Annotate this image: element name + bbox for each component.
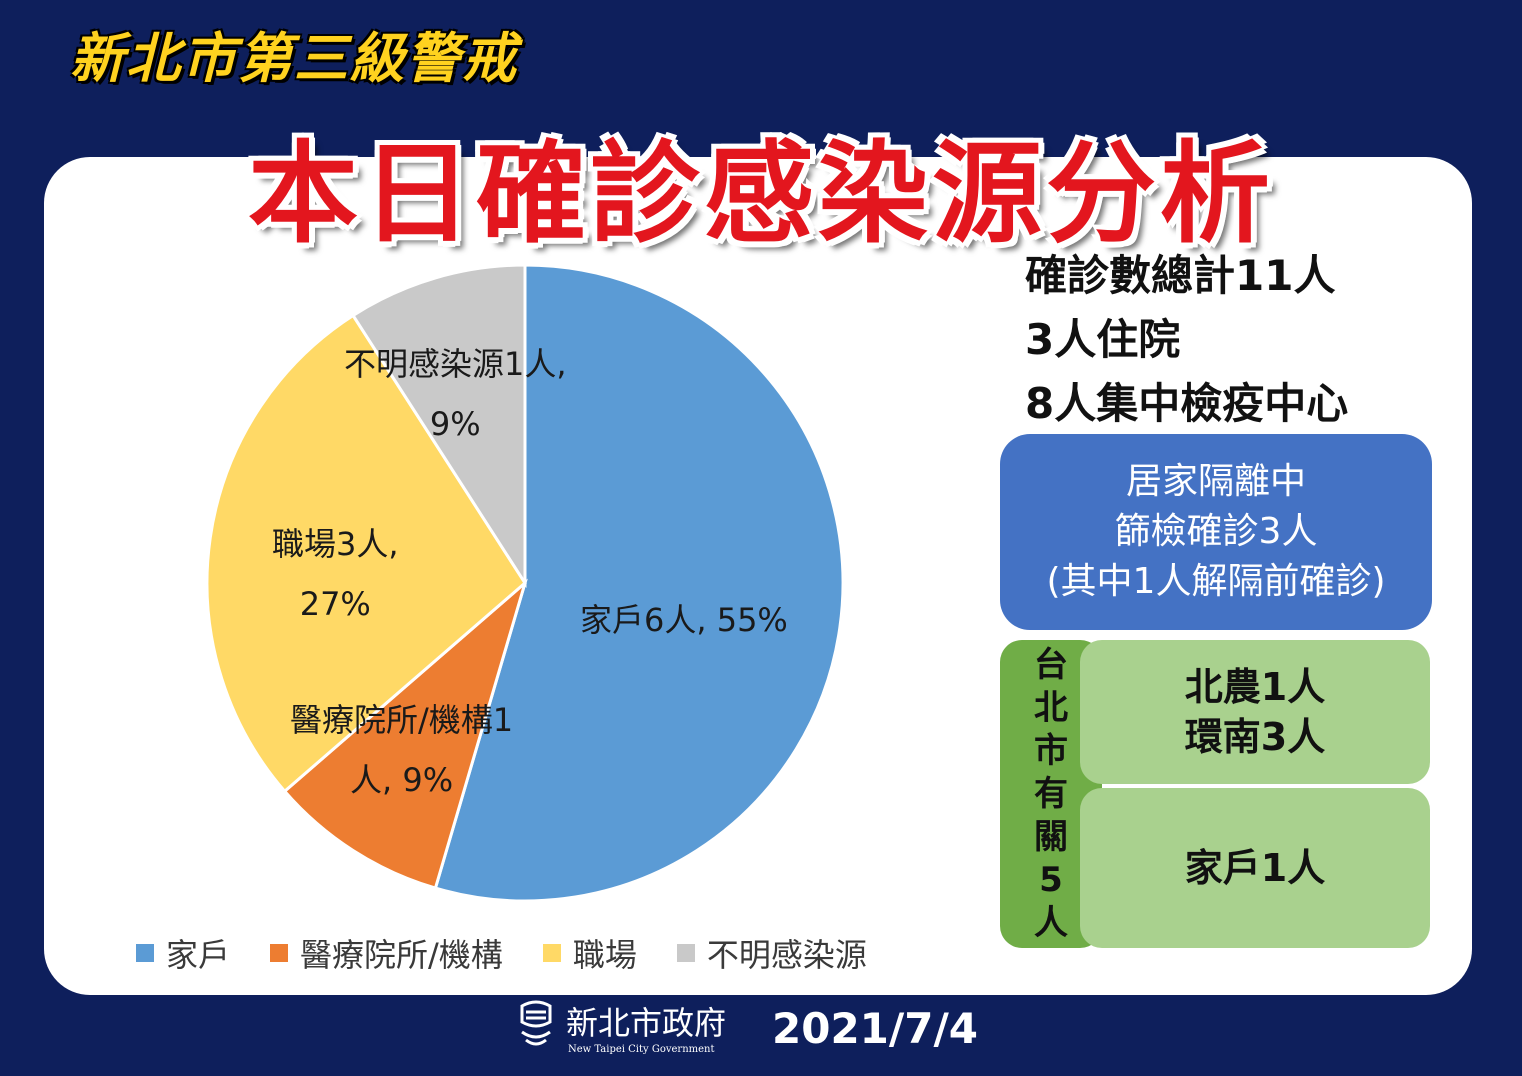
- slice-label-household: 家戶6人, 55%: [580, 590, 788, 650]
- legend-swatch-household: [136, 944, 154, 962]
- slice-label-unknown-line2: 9%: [429, 405, 481, 443]
- home-quarantine-line2: 篩檢確診3人: [1114, 511, 1318, 552]
- home-quarantine-line1: 居家隔離中: [1125, 461, 1306, 502]
- summary-quarantine-center: 8人集中檢疫中心: [1025, 379, 1349, 428]
- legend-item-household: 家戶: [136, 930, 230, 976]
- slice-label-unknown-line1: 不明感染源1人,: [344, 345, 567, 383]
- slice-label-medical-line2: 人, 9%: [350, 761, 454, 799]
- legend-swatch-unknown: [676, 944, 695, 962]
- pie-slice-unknown: [351, 263, 527, 589]
- ntpc-logo: 新北市政府 New Taipei City Government: [520, 1000, 726, 1055]
- legend-swatch-workplace: [542, 944, 561, 962]
- alert-level-tag: 新北市第三級警戒: [70, 27, 518, 90]
- taipei-household-line: 家戶1人: [1184, 846, 1326, 890]
- legend-swatch-medical: [270, 944, 289, 962]
- ntpc-name-en: New Taipei City Government: [568, 1044, 715, 1055]
- slice-label-unknown: 不明感染源1人, 9%: [344, 334, 567, 454]
- pie-slice-medical: [282, 578, 528, 890]
- taipei-market-line1: 北農1人: [1184, 665, 1326, 709]
- home-quarantine-line3: (其中1人解隔前確診): [1046, 561, 1386, 602]
- taipei-market-cell: 北農1人 環南3人: [1080, 640, 1430, 784]
- legend-item-unknown: 不明感染源: [676, 930, 867, 976]
- home-quarantine-box: 居家隔離中 篩檢確診3人 (其中1人解隔前確診): [1000, 434, 1432, 630]
- case-summary: 確診數總計11人 3人住院 8人集中檢疫中心: [1025, 244, 1348, 436]
- legend-item-workplace: 職場: [542, 930, 637, 976]
- slice-label-workplace: 職場3人, 27%: [272, 514, 399, 634]
- slice-label-medical: 醫療院所/機構1 人, 9%: [290, 690, 513, 810]
- legend-label-household: 家戶: [166, 936, 231, 974]
- report-date: 2021/7/4: [772, 1004, 979, 1053]
- slice-label-workplace-line2: 27%: [299, 585, 371, 623]
- slice-label-household-line1: 家戶6人, 55%: [580, 601, 788, 639]
- summary-hospitalized: 3人住院: [1025, 315, 1181, 364]
- legend-item-medical: 醫療院所/機構: [270, 930, 503, 976]
- slice-label-medical-line1: 醫療院所/機構1: [290, 701, 514, 739]
- legend-label-workplace: 職場: [572, 936, 637, 974]
- legend-label-medical: 醫療院所/機構: [300, 936, 503, 974]
- taipei-market-line2: 環南3人: [1184, 715, 1326, 759]
- pie-slice-household: [433, 263, 845, 903]
- summary-total: 確診數總計11人: [1025, 251, 1336, 300]
- taipei-related-box: 台北市有關5人 北農1人 環南3人 家戶1人: [1000, 640, 1430, 948]
- taipei-household-cell: 家戶1人: [1080, 788, 1430, 948]
- pie-slice-workplace: [205, 313, 527, 794]
- ntpc-name: 新北市政府: [566, 1004, 726, 1042]
- legend-label-unknown: 不明感染源: [706, 936, 867, 974]
- page-title: 本日確診感染源分析: [248, 130, 1274, 258]
- taipei-side-label: 台北市有關5人: [1034, 644, 1068, 943]
- slice-label-workplace-line1: 職場3人,: [272, 525, 399, 563]
- chart-legend: 家戶 醫療院所/機構 職場 不明感染源: [136, 930, 867, 976]
- ntpc-emblem-icon: [520, 1000, 552, 1046]
